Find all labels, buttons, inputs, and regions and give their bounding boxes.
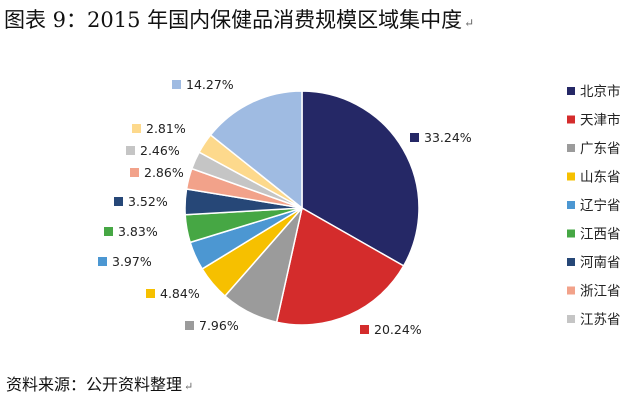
data-label-0: 33.24% <box>424 130 472 145</box>
legend-entry-4: 辽宁省 <box>580 197 621 214</box>
data-label-2: 7.96% <box>199 318 239 333</box>
legend-entry-5: 江西省 <box>580 227 621 243</box>
chart-title-text: 图表 9：2015 年国内保健品消费规模区域集中度 <box>4 8 463 32</box>
data-label-7: 2.86% <box>144 165 184 180</box>
data-label-marker-2 <box>185 321 194 330</box>
return-mark-icon: ↵ <box>464 16 475 30</box>
source-note-text: 资料来源：公开资料整理 <box>6 375 183 394</box>
legend-marker-7 <box>567 286 575 295</box>
legend-entry-3: 山东省 <box>580 170 621 186</box>
data-label-marker-6 <box>114 197 123 206</box>
data-label-marker-0 <box>410 133 419 142</box>
data-label-marker-3 <box>146 289 155 298</box>
legend-entry-7: 浙江省 <box>580 284 621 300</box>
legend-entry-6: 河南省 <box>580 255 621 271</box>
legend-marker-1 <box>567 115 575 124</box>
data-label-1: 20.24% <box>374 322 422 337</box>
legend-entry-2: 广东省 <box>580 141 621 157</box>
legend-entry-0: 北京市 <box>580 83 621 100</box>
pie-data-labels: 33.24% 20.24% 7.96% 4.84% 3.97% 3.83% 3.52% 2.8… <box>98 77 472 337</box>
data-label-marker-10 <box>172 80 181 89</box>
legend-marker-4 <box>567 201 575 209</box>
pie-slice-1 <box>275 206 405 326</box>
pie-slice-0 <box>301 90 420 267</box>
data-label-marker-7 <box>130 168 139 177</box>
chart-title: 图表 9：2015 年国内保健品消费规模区域集中度 ↵ <box>4 4 474 34</box>
data-label-5: 3.83% <box>118 224 158 239</box>
data-label-4: 3.97% <box>112 254 152 269</box>
data-label-8: 2.46% <box>140 143 180 158</box>
source-note: 资料来源：公开资料整理 ↵ <box>6 371 193 395</box>
legend-marker-6 <box>567 258 575 266</box>
legend-entry-1: 天津市 <box>580 112 621 129</box>
pie-slices <box>184 90 420 326</box>
data-label-10: 14.27% <box>186 77 234 92</box>
legend-marker-2 <box>567 144 575 152</box>
legend-marker-3 <box>567 172 575 181</box>
data-label-9: 2.81% <box>146 121 186 136</box>
data-label-marker-4 <box>98 257 107 266</box>
legend-marker-8 <box>567 315 575 323</box>
legend-marker-0 <box>567 87 575 95</box>
data-label-marker-5 <box>104 227 113 236</box>
data-label-6: 3.52% <box>128 194 168 209</box>
legend-entry-8: 江苏省 <box>580 312 621 328</box>
data-label-marker-8 <box>126 146 135 155</box>
pie-slice-10 <box>209 90 303 210</box>
return-mark-icon: ↵ <box>184 380 194 393</box>
data-label-3: 4.84% <box>160 286 200 301</box>
data-label-marker-1 <box>360 325 369 334</box>
data-label-marker-9 <box>132 124 141 133</box>
legend-marker-5 <box>567 229 575 238</box>
